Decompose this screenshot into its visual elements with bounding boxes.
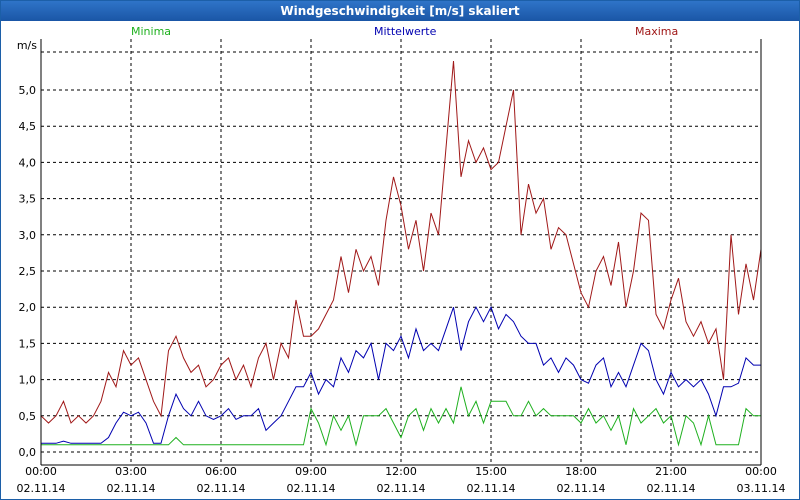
x-tick-date: 03.11.14 bbox=[737, 482, 786, 495]
x-tick-time: 12:00 bbox=[385, 465, 417, 478]
legend-minima: Minima bbox=[131, 25, 172, 38]
x-tick-date: 02.11.14 bbox=[377, 482, 426, 495]
plot-area: 0,0 0,5 1,0 1,5 2,0 2,5 3,0 3,5 4,0 4,5 5,0 m/s 00:0… bbox=[17, 39, 786, 495]
series-line-maxima bbox=[40, 60, 762, 424]
y-tick-label: 3,5 bbox=[19, 193, 37, 206]
y-tick-label: 4,0 bbox=[19, 156, 37, 169]
y-tick-label: 4,5 bbox=[19, 120, 37, 133]
y-axis-unit: m/s bbox=[17, 39, 37, 52]
y-tick-label: 3,0 bbox=[19, 229, 37, 242]
axes-layer: 0,0 0,5 1,0 1,5 2,0 2,5 3,0 3,5 4,0 4,5 5,0 m/s 00:0… bbox=[17, 39, 786, 495]
legend-mittelwerte: Mittelwerte bbox=[374, 25, 437, 38]
y-tick-label: 0,5 bbox=[19, 410, 37, 423]
legend-maxima: Maxima bbox=[635, 25, 679, 38]
x-tick-date: 02.11.14 bbox=[287, 482, 336, 495]
x-tick-date: 02.11.14 bbox=[197, 482, 246, 495]
series-layer bbox=[40, 60, 762, 447]
x-tick-time: 21:00 bbox=[655, 465, 687, 478]
x-tick-date: 02.11.14 bbox=[647, 482, 696, 495]
x-tick-time: 00:00 bbox=[745, 465, 777, 478]
x-tick-time: 00:00 bbox=[25, 465, 57, 478]
grid bbox=[41, 39, 761, 465]
series-line-mittelwerte bbox=[41, 305, 761, 444]
x-tick-time: 18:00 bbox=[565, 465, 597, 478]
series-line-minima bbox=[41, 386, 761, 447]
x-tick-date: 02.11.14 bbox=[17, 482, 66, 495]
x-tick-time: 03:00 bbox=[115, 465, 147, 478]
y-tick-label: 1,0 bbox=[19, 374, 37, 387]
x-tick-date: 02.11.14 bbox=[557, 482, 606, 495]
window-title: Windgeschwindigkeit [m/s] skaliert bbox=[1, 1, 799, 21]
x-tick-time: 09:00 bbox=[295, 465, 327, 478]
y-tick-label: 2,5 bbox=[19, 265, 37, 278]
y-tick-label: 0,0 bbox=[19, 446, 37, 459]
x-tick-time: 06:00 bbox=[205, 465, 237, 478]
y-tick-label: 5,0 bbox=[19, 84, 37, 97]
y-tick-label: 2,0 bbox=[19, 301, 37, 314]
x-tick-date: 02.11.14 bbox=[467, 482, 516, 495]
y-tick-label: 1,5 bbox=[19, 337, 37, 350]
x-tick-date: 02.11.14 bbox=[107, 482, 156, 495]
x-tick-time: 15:00 bbox=[475, 465, 507, 478]
